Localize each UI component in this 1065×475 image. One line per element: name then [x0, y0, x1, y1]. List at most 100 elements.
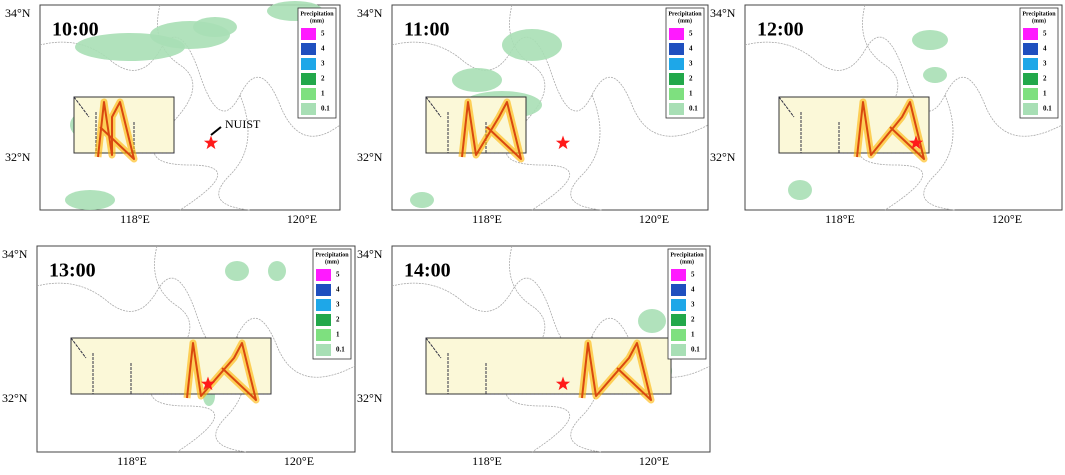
- legend-swatch: [669, 43, 684, 55]
- rain-area: [502, 29, 562, 61]
- legend-swatch: [669, 28, 684, 40]
- panel-time: 13:00: [49, 260, 96, 282]
- flight-track: [425, 337, 671, 395]
- legend-label: 3: [1043, 60, 1047, 68]
- flight-track-core: [186, 342, 257, 401]
- legend-swatch: [301, 43, 316, 55]
- map-panel: NUIST 10:00 Precipitation(mm) 5 4 3 2 1 0.1: [39, 1, 341, 211]
- legend-swatch: [316, 344, 331, 356]
- site-star: [555, 135, 571, 150]
- legend-label: 3: [689, 60, 693, 68]
- panel-time: 14:00: [404, 260, 451, 282]
- flight-track-core: [856, 101, 925, 160]
- rain-area: [65, 190, 115, 210]
- legend-label: 2: [321, 75, 325, 83]
- legend-label: 5: [321, 30, 325, 38]
- legend: Precipitation(mm) 5 4 3 2 1 0.1: [1019, 7, 1059, 119]
- legend-label: 5: [689, 30, 693, 38]
- lon-label: 118°E: [120, 212, 150, 226]
- legend-label: 1: [1043, 90, 1047, 98]
- lat-label: 32°N: [357, 391, 383, 405]
- legend-swatch: [301, 103, 316, 115]
- legend-title: Precipitation: [1022, 11, 1056, 17]
- map-panel: 12:00 Precipitation(mm) 5 4 3 2 1 0.1: [744, 4, 1063, 211]
- lon-label: 120°E: [639, 454, 669, 468]
- rain-area: [923, 67, 947, 83]
- lat-label: 32°N: [710, 150, 736, 164]
- rain-area: [268, 261, 286, 281]
- rain-area: [410, 192, 434, 208]
- site-star: [908, 135, 924, 150]
- legend-title: Precipitation: [315, 252, 349, 258]
- legend-swatch: [671, 284, 686, 296]
- legend-swatch: [669, 103, 684, 115]
- legend-swatch: [316, 314, 331, 326]
- legend-swatch: [669, 88, 684, 100]
- legend-label: 0.1: [336, 346, 345, 354]
- site-star: [203, 135, 219, 150]
- legend-label: 1: [321, 90, 325, 98]
- map-panel: 14:00 Precipitation(mm) 5 4 3 2 1 0.1: [391, 245, 711, 453]
- legend: Precipitation(mm) 5 4 3 2 1 0.1: [297, 7, 337, 119]
- annotation: NUIST: [225, 117, 261, 131]
- legend-swatch: [316, 269, 331, 281]
- map-panel: 11:00 Precipitation(mm) 5 4 3 2 1 0.1: [391, 4, 709, 211]
- legend-label: 2: [1043, 75, 1047, 83]
- legend-label: 1: [691, 331, 695, 339]
- rain-area: [452, 68, 502, 92]
- lat-label: 34°N: [357, 6, 383, 20]
- lon-label: 118°E: [825, 212, 855, 226]
- legend-title: Precipitation: [668, 11, 702, 17]
- flight-track-core: [97, 101, 135, 160]
- legend-swatch: [1023, 28, 1038, 40]
- legend-label: 5: [691, 271, 695, 279]
- legend-swatch: [301, 58, 316, 70]
- legend-swatch: [316, 299, 331, 311]
- legend-swatch: [671, 314, 686, 326]
- legend: Precipitation(mm) 5 4 3 2 1 0.1: [667, 248, 707, 360]
- legend-swatch: [1023, 43, 1038, 55]
- legend-swatch: [301, 28, 316, 40]
- lon-label: 118°E: [472, 212, 502, 226]
- legend-label: 3: [336, 301, 340, 309]
- legend-unit: (mm): [678, 17, 692, 24]
- map-panel: 13:00 Precipitation(mm) 5 4 3 2 1 0.1: [36, 245, 356, 453]
- legend-unit: (mm): [1032, 17, 1046, 24]
- lat-label: 34°N: [357, 247, 383, 261]
- lat-label: 34°N: [710, 6, 736, 20]
- rain-area: [193, 17, 237, 37]
- legend-unit: (mm): [325, 258, 339, 265]
- legend-label: 4: [336, 286, 340, 294]
- legend-swatch: [671, 329, 686, 341]
- flight-track-core: [581, 342, 652, 401]
- legend-label: 3: [321, 60, 325, 68]
- legend-swatch: [316, 284, 331, 296]
- lon-label: 120°E: [284, 454, 314, 468]
- lat-label: 34°N: [2, 247, 28, 261]
- lon-label: 120°E: [287, 212, 317, 226]
- legend-title: Precipitation: [670, 252, 704, 258]
- panel-time: 11:00: [404, 19, 450, 41]
- flight-track: [70, 337, 271, 395]
- legend-swatch: [1023, 103, 1038, 115]
- legend: Precipitation(mm) 5 4 3 2 1 0.1: [665, 7, 705, 119]
- legend-label: 5: [336, 271, 340, 279]
- legend: Precipitation(mm) 5 4 3 2 1 0.1: [312, 248, 352, 360]
- legend-label: 0.1: [321, 105, 330, 113]
- legend-label: 2: [691, 316, 695, 324]
- legend-label: 4: [321, 45, 325, 53]
- legend-unit: (mm): [680, 258, 694, 265]
- rain-area: [225, 261, 249, 281]
- legend-label: 1: [689, 90, 693, 98]
- legend-title: Precipitation: [300, 11, 334, 17]
- legend-swatch: [671, 299, 686, 311]
- legend-label: 0.1: [1043, 105, 1052, 113]
- legend-label: 2: [336, 316, 340, 324]
- legend-swatch: [316, 329, 331, 341]
- lon-label: 120°E: [639, 212, 669, 226]
- rain-area: [912, 30, 948, 50]
- legend-swatch: [1023, 88, 1038, 100]
- site-star: [555, 376, 571, 391]
- legend-swatch: [671, 344, 686, 356]
